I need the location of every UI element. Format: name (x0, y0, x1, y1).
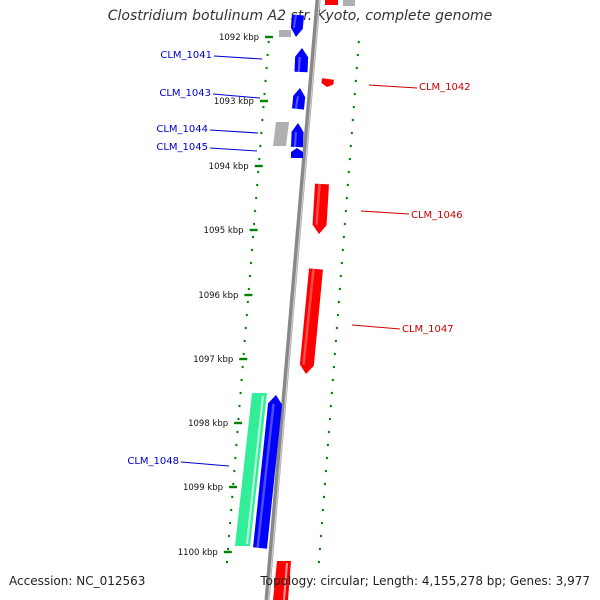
genome-summary-text: Topology: circular; Length: 4,155,278 bp… (260, 574, 590, 588)
backbone-highlight (267, 0, 321, 600)
backbone-line (264, 0, 321, 600)
leader-line-CLM_1048 (180, 461, 230, 467)
ruler-label: 1097 kbp (193, 355, 233, 365)
leader-line-CLM_1041 (213, 55, 263, 60)
leader-line-CLM_1043 (212, 93, 261, 99)
gene-CLM_1047-shade (302, 268, 315, 365)
ruler-label: 1096 kbp (198, 291, 238, 301)
genome-backbone (264, 0, 321, 600)
leader-line-CLM_1045 (209, 147, 258, 152)
gene-CLM_1048-rna-shade (246, 395, 264, 545)
feature-top-reverse (325, 0, 338, 5)
ruler-label: 1099 kbp (183, 483, 223, 493)
gene-label-CLM_1045: CLM_1045 (156, 142, 208, 153)
leader-line-CLM_1042 (368, 84, 418, 89)
gene-CLM_1045 (291, 148, 303, 158)
gene-CLM_1041 (294, 48, 309, 73)
gene-labels: CLM_1041 CLM_1042 CLM_1043 CLM_1044 CLM_1045… (127, 50, 470, 467)
ruler-label: 1098 kbp (188, 419, 228, 429)
feature-top-pseudo-2 (343, 0, 355, 6)
gene-CLM_1044-shade (293, 131, 297, 147)
gene-label-CLM_1048: CLM_1048 (127, 456, 179, 467)
gene-CLM_1046-shade (315, 183, 321, 225)
gene-label-CLM_1046: CLM_1046 (411, 210, 463, 221)
gene-CLM_1048 (253, 395, 283, 549)
leader-line-CLM_1046 (360, 210, 410, 215)
leader-line-CLM_1044 (209, 129, 259, 134)
ruler-label: 1092 kbp (219, 33, 259, 43)
gene-CLM_1044-pseudo (273, 122, 289, 146)
feature-top-forward (290, 14, 304, 37)
gene-label-CLM_1043: CLM_1043 (159, 88, 211, 99)
gene-label-CLM_1042: CLM_1042 (419, 82, 471, 93)
gene-CLM_1041-shade (297, 56, 301, 72)
gene-CLM_1044 (291, 123, 304, 148)
ruler-label: 1094 kbp (209, 162, 249, 172)
gene-features (235, 0, 355, 600)
ruler-label: 1093 kbp (214, 97, 254, 107)
gene-CLM_1046 (312, 183, 329, 234)
gene-label-CLM_1044: CLM_1044 (156, 124, 208, 135)
gene-CLM_1048-shade (256, 403, 275, 548)
gene-label-CLM_1047: CLM_1047 (402, 324, 454, 335)
gene-CLM_1043-shade (294, 96, 299, 109)
gene-label-CLM_1041: CLM_1041 (160, 50, 212, 61)
ruler-label: 1100 kbp (178, 548, 218, 558)
kbp-ruler: 1092 kbp 1093 kbp 1094 kbp 1095 kbp 1096 kbp… (178, 33, 274, 558)
feature-bottom-reverse-shade (283, 562, 288, 600)
gene-CLM_1043 (292, 88, 306, 110)
feature-top-pseudo (279, 30, 291, 37)
gene-CLM_1042 (321, 78, 334, 87)
tick-marks (226, 40, 360, 564)
accession-text: Accession: NC_012563 (9, 574, 146, 588)
feature-top-forward-shade (292, 14, 297, 29)
ruler-label: 1095 kbp (204, 226, 244, 236)
leader-line-CLM_1047 (351, 324, 401, 330)
